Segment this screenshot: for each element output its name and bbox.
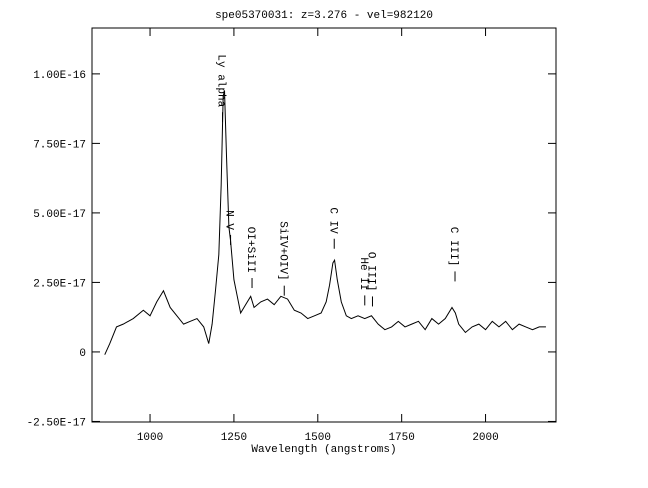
line-label: He II <box>357 257 369 290</box>
line-label: C IV <box>326 207 338 234</box>
x-axis-label: Wavelength (angstroms) <box>251 444 396 456</box>
x-tick-label: 1500 <box>305 432 331 444</box>
chart-title: spe05370031: z=3.276 - vel=982120 <box>215 10 433 22</box>
y-tick-label: 1.00E-16 <box>33 70 86 82</box>
y-tick-label: 7.50E-17 <box>33 139 86 151</box>
y-tick-label: 2.50E-17 <box>33 278 86 290</box>
spectrum-line <box>104 90 546 355</box>
y-tick-label: 5.00E-17 <box>33 209 86 221</box>
x-tick-label: 1000 <box>137 432 163 444</box>
y-tick-label: -2.50E-17 <box>27 417 86 429</box>
x-tick-label: 1250 <box>221 432 247 444</box>
x-tick-label: 2000 <box>472 432 498 444</box>
x-tick-label: 1750 <box>388 432 414 444</box>
line-label: C III] <box>447 227 459 267</box>
line-label: O III] <box>365 252 377 292</box>
line-label: Ly alpha <box>215 54 227 107</box>
plot-frame <box>91 27 557 423</box>
y-tick-label: 0 <box>79 348 86 360</box>
line-label: SiIV+OIV] <box>276 221 288 280</box>
line-label: N V <box>223 210 235 230</box>
line-label: OI+SiII <box>244 227 256 273</box>
